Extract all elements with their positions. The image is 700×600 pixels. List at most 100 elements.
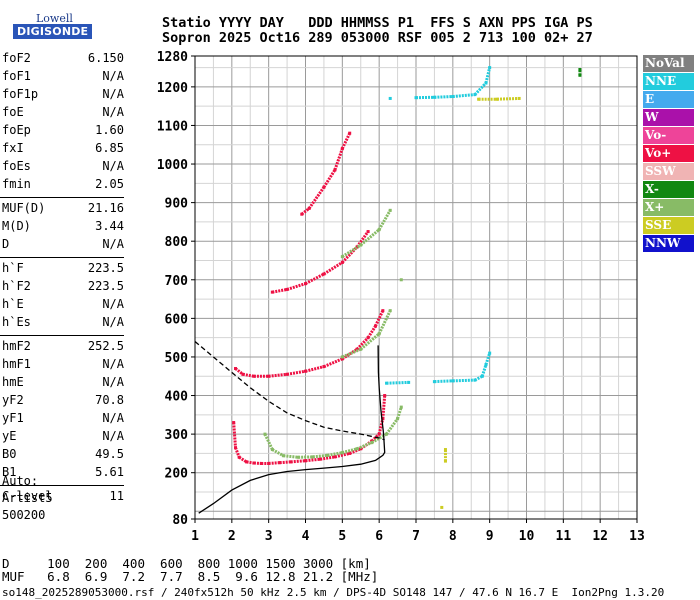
param-value: 70.8 bbox=[95, 393, 124, 407]
echo-trace-vo- bbox=[286, 369, 306, 376]
echo-trace-vo- bbox=[290, 459, 306, 464]
param-label: fmin bbox=[2, 177, 31, 191]
echo-trace-x- bbox=[356, 441, 373, 451]
param-hme: hmE N/A bbox=[2, 375, 124, 393]
x-tick-label: 9 bbox=[486, 529, 494, 544]
param-label: yE bbox=[2, 429, 17, 443]
y-tick-label: 800 bbox=[165, 235, 189, 250]
echo-trace-vo- bbox=[355, 230, 370, 248]
param-yf2: yF2 70.8 bbox=[2, 393, 124, 411]
chart-grid bbox=[194, 56, 638, 519]
param-muf-d-: MUF(D) 21.16 bbox=[2, 201, 124, 219]
y-tick-label: 1100 bbox=[157, 119, 188, 134]
auto-artist: Artist5 bbox=[2, 491, 53, 505]
param-value: 6.85 bbox=[95, 141, 124, 155]
x-tick-label: 3 bbox=[265, 529, 273, 544]
echo-trace-x- bbox=[271, 448, 285, 458]
echo-trace-vo- bbox=[340, 132, 352, 150]
param-d: D N/A bbox=[2, 237, 124, 255]
logo-digisonde: DIGISONDE bbox=[13, 24, 93, 39]
chart-axes: 1 2 3 4 5 6 7 8 9 10 11 12 1380200300400500600700800… bbox=[157, 50, 645, 544]
echo-trace-vo- bbox=[333, 148, 344, 171]
echo-trace-nne bbox=[452, 378, 475, 383]
param-value: 6.150 bbox=[87, 51, 124, 65]
echo-point-x- bbox=[388, 309, 392, 313]
param-label: M(D) bbox=[2, 219, 31, 233]
echo-trace-vo- bbox=[305, 457, 321, 463]
param-b0: B0 49.5 bbox=[2, 447, 124, 465]
profile bbox=[198, 345, 386, 514]
x-tick-label: 1 bbox=[191, 529, 199, 544]
echo-trace-vo- bbox=[320, 455, 336, 461]
param-separator bbox=[0, 197, 124, 198]
param-value: N/A bbox=[102, 375, 124, 389]
param-value: N/A bbox=[102, 105, 124, 119]
param-fof2: foF2 6.150 bbox=[2, 51, 124, 69]
echo-trace-vo- bbox=[232, 422, 238, 448]
param-value: 223.5 bbox=[87, 261, 124, 275]
echo-trace-vo- bbox=[279, 460, 291, 465]
param-value: N/A bbox=[102, 315, 124, 329]
x-tick-label: 12 bbox=[592, 529, 608, 544]
param-label: foF1 bbox=[2, 69, 31, 83]
param-label: yF1 bbox=[2, 411, 24, 425]
param-label: D bbox=[2, 237, 10, 251]
echo-trace-vo- bbox=[355, 336, 370, 351]
x-tick-label: 11 bbox=[556, 529, 572, 544]
param-label: h`F2 bbox=[2, 279, 31, 293]
param-label: h`F bbox=[2, 261, 24, 275]
echo-point-nne bbox=[488, 66, 492, 70]
echo-trace-x- bbox=[312, 453, 328, 459]
param-value: 1.60 bbox=[95, 123, 124, 137]
param-h-es: h`Es N/A bbox=[2, 315, 124, 333]
muf-row: MUF 6.8 6.9 7.2 7.7 8.5 9.6 12.8 21.2 [M… bbox=[2, 569, 379, 584]
echo-point-vo- bbox=[366, 230, 370, 234]
param-foep: foEp 1.60 bbox=[2, 123, 124, 141]
param-value: N/A bbox=[102, 69, 124, 83]
param-value: N/A bbox=[102, 357, 124, 371]
echo-trace-x- bbox=[341, 447, 358, 455]
param-hmf2: hmF2 252.5 bbox=[2, 339, 124, 357]
echo-point-sse bbox=[443, 448, 447, 452]
param-label: MUF(D) bbox=[2, 201, 46, 215]
footer-info: so148_2025289053000.rsf / 240fx512h 50 k… bbox=[2, 586, 665, 599]
legend-item-e: E bbox=[643, 91, 694, 108]
echo-trace-nne bbox=[434, 95, 453, 99]
echo-trace-vo- bbox=[322, 169, 337, 188]
param-hmf1: hmF1 N/A bbox=[2, 357, 124, 375]
echo-point-vo- bbox=[348, 131, 352, 135]
y-tick-label: 500 bbox=[165, 351, 189, 366]
legend-item-noval: NoVal bbox=[643, 55, 694, 72]
param-fmin: fmin 2.05 bbox=[2, 177, 124, 195]
echo-point-vo- bbox=[381, 309, 385, 313]
echo-trace-vo- bbox=[370, 433, 381, 443]
param-label: C-level bbox=[2, 489, 53, 503]
param-fof1p: foF1p N/A bbox=[2, 87, 124, 105]
echo-point-x- bbox=[399, 405, 403, 409]
x-tick-label: 5 bbox=[338, 529, 346, 544]
y-tick-label: 600 bbox=[165, 312, 189, 327]
param-label: foF2 bbox=[2, 51, 31, 65]
param-h-e: h`E N/A bbox=[2, 297, 124, 315]
echo-trace-nne bbox=[473, 81, 488, 96]
echo-point-x- bbox=[399, 278, 403, 282]
echo-point-sse bbox=[440, 505, 444, 509]
echo-trace-nne bbox=[480, 364, 488, 377]
param-value: 11 bbox=[109, 489, 124, 503]
param-foes: foEs N/A bbox=[2, 159, 124, 177]
y-tick-label: 1000 bbox=[157, 158, 188, 173]
param-m-d-: M(D) 3.44 bbox=[2, 219, 124, 237]
param-h-f: h`F 223.5 bbox=[2, 261, 124, 279]
echo-trace-vo- bbox=[286, 282, 306, 291]
y-tick-label: 400 bbox=[165, 390, 189, 405]
echo-trace-x- bbox=[341, 243, 362, 258]
x-tick-label: 4 bbox=[302, 529, 310, 544]
x-tick-label: 8 bbox=[449, 529, 457, 544]
echo-trace-sse bbox=[496, 96, 520, 101]
x-tick-label: 10 bbox=[519, 529, 535, 544]
echo-point-x- bbox=[388, 208, 392, 212]
auto-code: 500200 bbox=[2, 508, 46, 522]
echo-trace-vo- bbox=[234, 447, 241, 458]
param-label: hmF1 bbox=[2, 357, 31, 371]
echo-trace-vo- bbox=[304, 272, 325, 285]
